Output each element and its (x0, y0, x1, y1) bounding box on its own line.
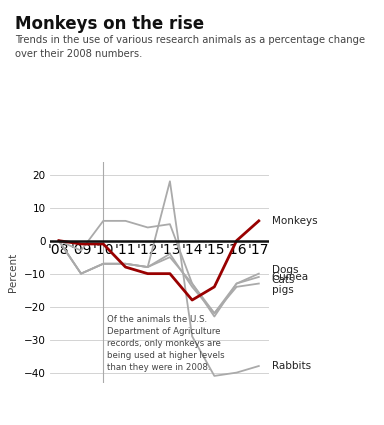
Text: Rabbits: Rabbits (272, 361, 311, 371)
Text: Monkeys: Monkeys (272, 216, 318, 226)
Text: Monkeys on the rise: Monkeys on the rise (15, 15, 205, 33)
Text: Of the animals the U.S.
Department of Agriculture
records, only monkeys are
bein: Of the animals the U.S. Department of Ag… (107, 315, 224, 372)
Text: Cats: Cats (272, 275, 295, 285)
Text: Dogs: Dogs (272, 265, 298, 275)
Text: Trends in the use of various research animals as a percentage change
over their : Trends in the use of various research an… (15, 35, 366, 59)
Text: Guinea
pigs: Guinea pigs (272, 272, 309, 295)
Y-axis label: Percent: Percent (8, 252, 18, 292)
